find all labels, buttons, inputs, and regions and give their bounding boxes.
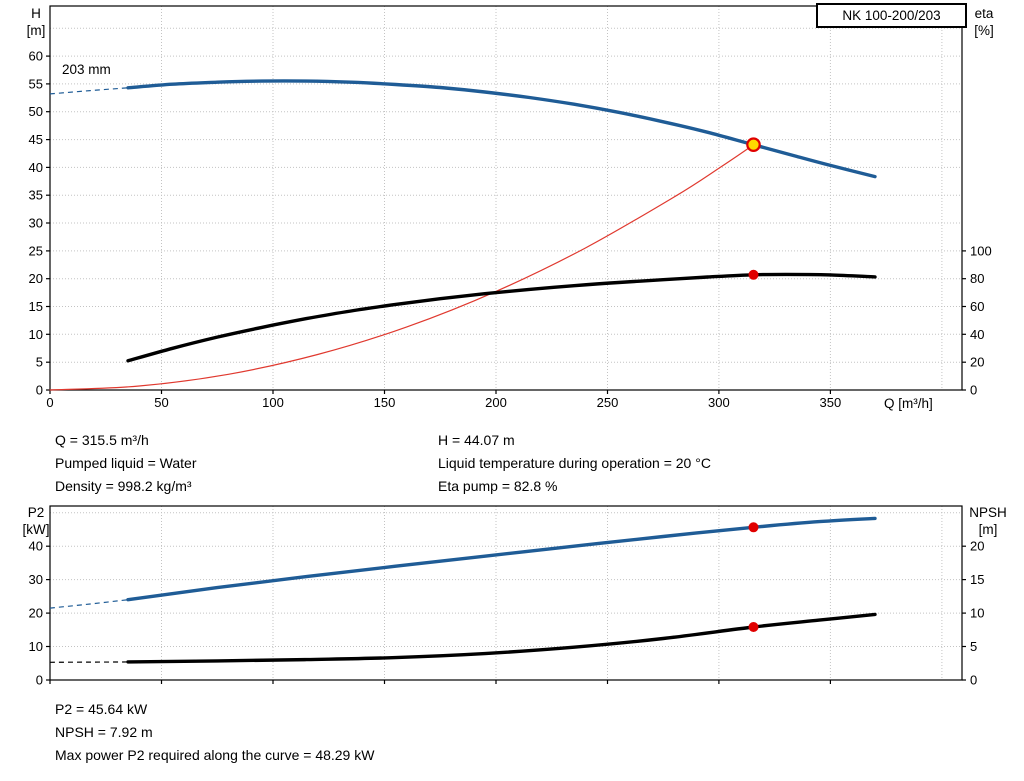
y-left-tick-label: 20	[29, 606, 43, 621]
y-left-tick-label: 20	[29, 271, 43, 286]
y-right-tick-label: 100	[970, 243, 992, 258]
y-left-tick-label: 30	[29, 572, 43, 587]
x-tick-label: 0	[46, 395, 53, 410]
axis-label-line: P2	[27, 505, 45, 520]
y-left-tick-label: 45	[29, 132, 43, 147]
plot-border	[49, 505, 963, 681]
y-left-tick-label: 40	[29, 160, 43, 175]
y-right-tick-label: 10	[970, 606, 984, 621]
x-tick-label: 50	[154, 395, 168, 410]
y-left-tick-label: 25	[29, 243, 43, 258]
y-left-tick-label: 55	[29, 76, 43, 91]
x-tick-label: 150	[374, 395, 396, 410]
npsh-curve	[126, 612, 877, 664]
axis-label-line: H	[31, 6, 41, 21]
q-axis-label: Q [m³/h]	[884, 396, 933, 411]
axis-label-line: eta	[974, 6, 994, 21]
y-left-tick-label: 35	[29, 188, 43, 203]
plot-border	[49, 5, 963, 391]
y-right-tick-label: 15	[970, 572, 984, 587]
y-left-tick-label: 40	[29, 539, 43, 554]
y-left-tick-label: 15	[29, 299, 43, 314]
y-right-tick-label: 80	[970, 271, 984, 286]
info-line-maxpower: Max power P2 required along the curve = …	[55, 747, 375, 763]
p2-curve-dashed-lead	[49, 599, 129, 609]
y-right-tick-label: 20	[970, 355, 984, 370]
y-left-tick-label: 10	[29, 639, 43, 654]
axis-label-line: [%]	[974, 23, 994, 38]
info-line-npsh: NPSH = 7.92 m	[55, 724, 153, 740]
system-curve	[49, 144, 755, 391]
pump-type-box: NK 100-200/203	[816, 3, 967, 28]
y-right-tick-label: 60	[970, 299, 984, 314]
y-left-tick-label: 60	[29, 49, 43, 64]
y-right-tick-label: 0	[970, 673, 977, 688]
y-left-tick-label: 5	[36, 355, 43, 370]
duty-point-marker	[746, 137, 761, 152]
axis-label-line: NPSH	[969, 505, 1007, 520]
info-line-head: H = 44.07 m	[438, 432, 515, 448]
y-left-tick-label: 10	[29, 327, 43, 342]
y-left-tick-label: 0	[36, 383, 43, 398]
operating-point-dot	[748, 522, 759, 533]
p2-curve	[126, 516, 877, 602]
info-line-liquid: Pumped liquid = Water	[55, 455, 197, 471]
y-right-tick-label: 0	[970, 383, 977, 398]
operating-point-dot	[748, 269, 759, 280]
head-curve-dashed-lead	[49, 87, 129, 95]
x-tick-label: 250	[597, 395, 619, 410]
result-data: P2 = 45.64 kW NPSH = 7.92 m Max power P2…	[55, 698, 374, 767]
x-tick-label: 300	[708, 395, 730, 410]
operating-data-right: H = 44.07 m Liquid temperature during op…	[438, 429, 711, 498]
info-line-flow: Q = 315.5 m³/h	[55, 432, 149, 448]
info-line-temperature: Liquid temperature during operation = 20…	[438, 455, 711, 471]
y-right-tick-label: 20	[970, 539, 984, 554]
p2-axis-label: P2 [kW]	[16, 504, 56, 538]
x-tick-label: 350	[820, 395, 842, 410]
x-tick-label: 100	[262, 395, 284, 410]
axis-label-line: [m]	[978, 522, 998, 537]
efficiency-curve	[126, 272, 877, 363]
impeller-size-label: 203 mm	[62, 62, 111, 77]
operating-data-left: Q = 315.5 m³/h Pumped liquid = Water Den…	[55, 429, 197, 498]
info-line-eta: Eta pump = 82.8 %	[438, 478, 558, 494]
y-left-tick-label: 30	[29, 216, 43, 231]
axis-label-line: [kW]	[22, 522, 50, 537]
y-right-tick-label: 40	[970, 327, 984, 342]
h-axis-label: H [m]	[20, 5, 52, 39]
npsh-axis-label: NPSH [m]	[960, 504, 1016, 538]
y-left-tick-label: 0	[36, 673, 43, 688]
operating-point-dot	[748, 622, 759, 632]
head-curve	[126, 79, 877, 179]
x-tick-label: 200	[485, 395, 507, 410]
eta-axis-label: eta [%]	[966, 5, 1002, 39]
y-right-tick-label: 5	[970, 639, 977, 654]
info-line-density: Density = 998.2 kg/m³	[55, 478, 192, 494]
info-line-p2: P2 = 45.64 kW	[55, 701, 148, 717]
y-left-tick-label: 50	[29, 104, 43, 119]
axis-label-line: [m]	[26, 23, 46, 38]
